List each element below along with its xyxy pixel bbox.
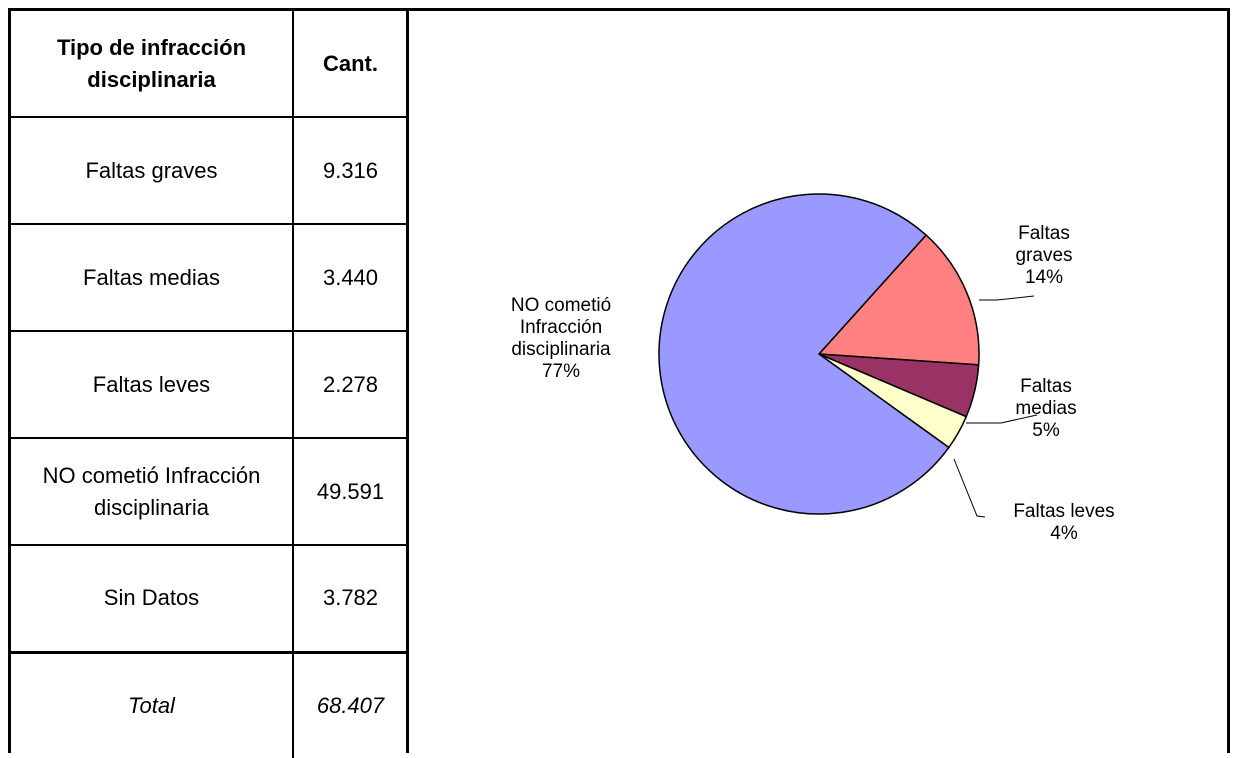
table-row: NO cometió Infracción disciplinaria 49.5… — [11, 437, 407, 545]
row-value: 9.316 — [293, 116, 407, 224]
row-label: Faltas graves — [11, 116, 294, 224]
row-value: 3.782 — [293, 544, 407, 652]
header-count: Cant. — [323, 50, 378, 76]
leader-line — [979, 295, 1035, 301]
leader-lines — [953, 295, 1038, 518]
figure-frame — [8, 8, 1230, 753]
slice-label: Faltas graves 14% — [1015, 223, 1072, 288]
slice-label: Faltas leves 4% — [1013, 501, 1114, 544]
row-value: 3.440 — [293, 223, 407, 331]
leader-line — [953, 458, 986, 518]
total-label: Total — [11, 650, 294, 758]
row-value: 49.591 — [293, 437, 407, 545]
header-type: Tipo de infracción disciplinaria — [11, 11, 294, 117]
row-label: Faltas medias — [11, 223, 294, 331]
infraction-table: Tipo de infracción disciplinaria Cant. F… — [11, 11, 407, 758]
table-total-row: Total 68.407 — [11, 650, 407, 758]
row-label: NO cometió Infracción disciplinaria — [11, 437, 294, 545]
table-row: Sin Datos 3.782 — [11, 544, 407, 652]
row-label: Sin Datos — [11, 544, 294, 652]
slice-label: Faltas medias 5% — [1015, 376, 1076, 441]
table-row: Faltas medias 3.440 — [11, 223, 407, 331]
table-row: Faltas graves 9.316 — [11, 116, 407, 224]
row-label: Faltas leves — [11, 330, 294, 438]
total-value: 68.407 — [293, 650, 407, 758]
pie-slice-no-cometi-infracci-n-disciplinaria — [658, 193, 950, 515]
slice-label: NO cometió Infracción disciplinaria 77% — [511, 295, 611, 382]
table-row: Faltas leves 2.278 — [11, 330, 407, 438]
pie-chart: Faltas graves 14% Faltas medias 5% Faltas leve… — [511, 193, 1115, 544]
leader-line — [966, 414, 1038, 424]
table-header-row: Tipo de infracción disciplinaria Cant. — [11, 11, 407, 117]
slice-labels: Faltas graves 14% Faltas medias 5% Faltas leve… — [511, 223, 1115, 544]
column-divider — [406, 11, 409, 753]
row-value: 2.278 — [293, 330, 407, 438]
pie-slice-faltas-graves — [817, 234, 980, 366]
pie-slices — [658, 193, 980, 515]
